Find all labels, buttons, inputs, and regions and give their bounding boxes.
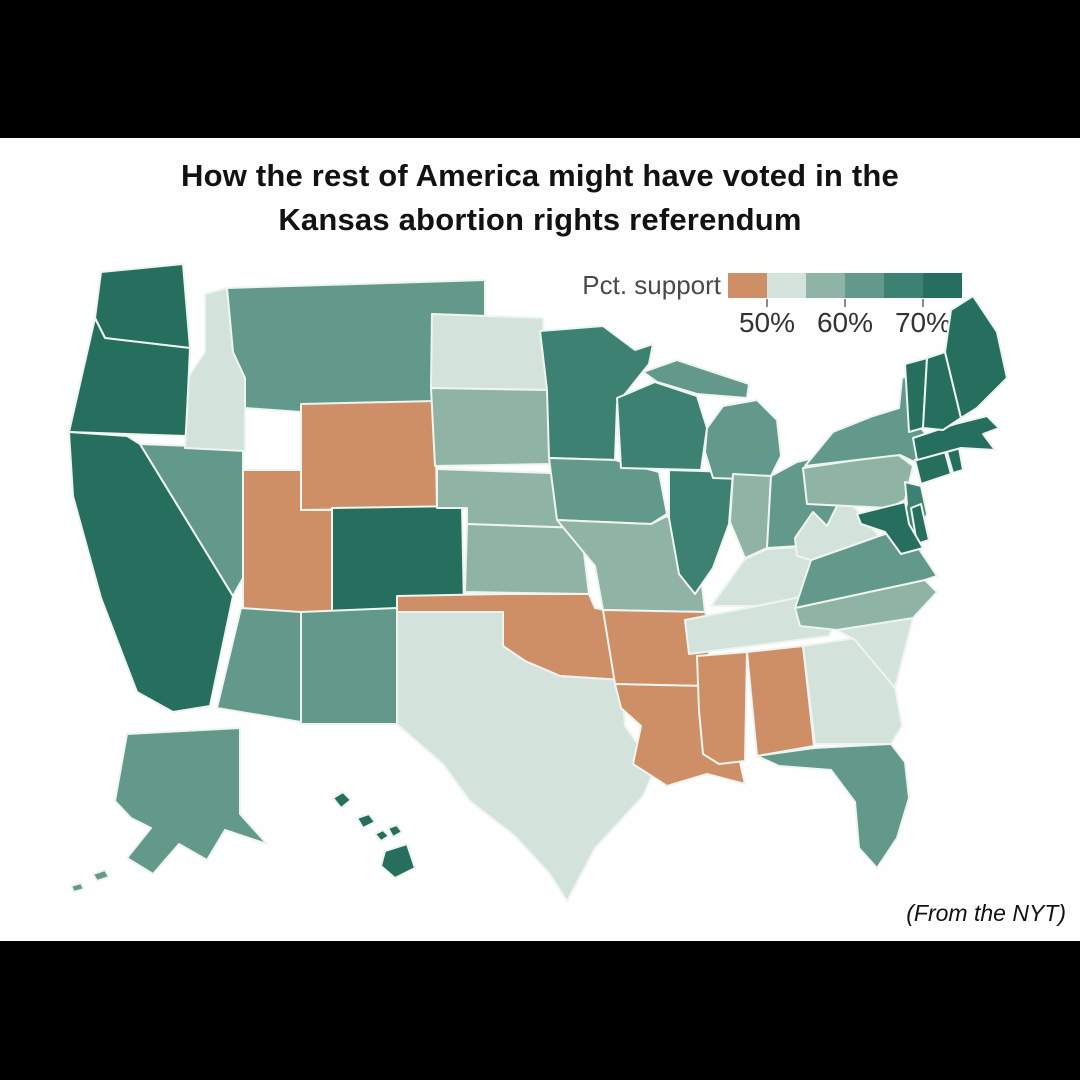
state-HI-hawaii [380,843,416,879]
state-HI-kauai [332,791,352,809]
state-AZ [216,607,302,723]
state-OR [68,317,191,437]
legend-tick-50 [766,299,768,307]
state-IN [729,473,772,559]
state-WI [616,381,708,471]
legend-swatch-b60_65 [845,273,884,298]
state-AK [114,727,268,875]
state-MS [696,651,748,765]
state-HI-molokai [374,829,390,842]
legend-swatch-b55_60 [806,273,845,298]
state-MD [856,501,924,555]
state-HI-oahu [356,813,376,829]
legend-label: Pct. support [582,270,721,300]
state-NH [922,351,962,431]
state-FL [756,743,910,869]
legend-ticklabel-70: 70% [894,307,952,338]
state-ME [944,295,1008,419]
state-AK-aleutian-2 [70,882,85,893]
state-ND [430,313,548,391]
legend-bar-wrap: 50% 60% 70% [728,273,962,338]
legend-swatch-below_50 [728,273,767,298]
legend-tick-70 [922,299,924,307]
state-NM [300,607,398,725]
legend-ticklabel-50: 50% [738,307,796,338]
legend-swatch-b70_plus [923,273,962,298]
legend-tick-60 [844,299,846,307]
chart-title-line2: Kansas abortion rights referendum [278,202,802,237]
legend-swatch-b65_70 [884,273,923,298]
state-WA [94,263,191,349]
legend-bar [728,273,962,298]
state-AL [746,645,815,757]
state-HI-maui [387,824,403,838]
legend-ticklabel-60: 60% [816,307,874,338]
chart-title-line1: How the rest of America might have voted… [181,158,899,193]
legend: Pct. support 50% 60% 70% [0,270,962,342]
state-TX [396,611,656,902]
state-MI [704,399,782,481]
graphic-panel: How the rest of America might have voted… [0,138,1080,941]
source-caption: (From the NYT) [906,900,1066,926]
state-MI-upper [642,359,750,399]
us-choropleth-map [55,256,1025,916]
chart-title: How the rest of America might have voted… [0,154,1080,242]
legend-swatch-b50_55 [767,273,806,298]
state-MA [912,415,1000,461]
state-AK-aleutian-1 [92,869,110,882]
state-CA [68,431,234,713]
state-SD [430,387,552,467]
us-map-svg [68,263,1008,902]
state-WY [300,400,438,511]
